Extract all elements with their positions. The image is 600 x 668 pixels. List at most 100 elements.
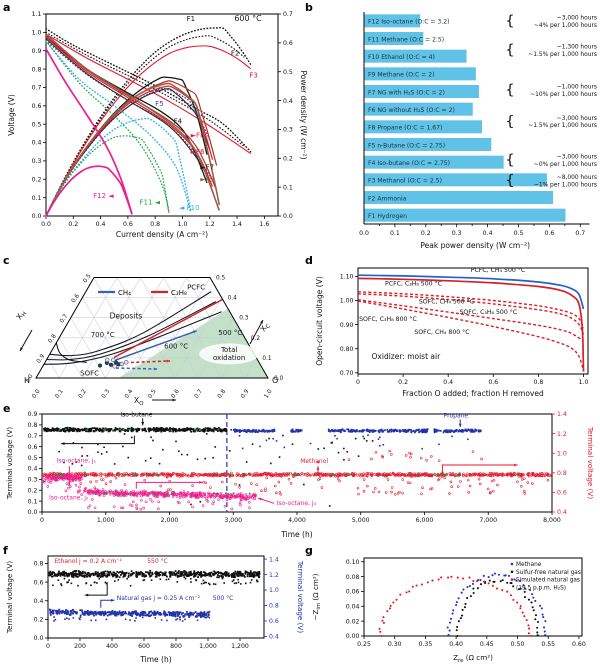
svg-text:0.02: 0.02 — [346, 618, 360, 625]
bar-annotation: { ~3,000 hours~0% per 1,000 hours — [505, 153, 597, 169]
svg-text:Voltage (V): Voltage (V) — [7, 94, 16, 136]
svg-text:0.8: 0.8 — [150, 221, 160, 228]
svg-text:1.1: 1.1 — [32, 11, 42, 18]
bar-annotation: {~8,000 hours~1% per 1,000 hours — [505, 173, 597, 189]
panel-letter-a: a — [3, 1, 11, 14]
svg-text:0.6: 0.6 — [488, 379, 498, 386]
panel-e-long-term-durability-chart: 0 1,000 2,000 3,000 4,000 5,000 6,000 7,000 8,00… — [5, 411, 595, 539]
svg-text:1.0: 1.0 — [24, 373, 34, 384]
svg-text:Oxidizer: moist air: Oxidizer: moist air — [372, 352, 442, 361]
svg-text:F1: F1 — [187, 15, 195, 23]
bar-F8: F8 Propane (O:C = 1.67) — [364, 120, 483, 134]
series-F12 — [45, 48, 133, 217]
svg-text:800: 800 — [170, 643, 182, 650]
svg-text:F2 Ammonia: F2 Ammonia — [368, 195, 407, 202]
svg-text:0.2: 0.2 — [32, 176, 42, 183]
svg-text:1,000: 1,000 — [97, 517, 115, 524]
svg-text:0.4: 0.4 — [557, 509, 567, 516]
svg-text:{: { — [505, 42, 514, 58]
svg-text:Sulfur-free natural gas: Sulfur-free natural gas — [516, 570, 581, 576]
panel-letter-e: e — [3, 402, 11, 415]
svg-text:1.6: 1.6 — [259, 221, 269, 228]
svg-text:0.8: 0.8 — [32, 66, 42, 73]
svg-text:0.1: 0.1 — [32, 195, 42, 202]
svg-text:SOFC, CH₄ 500 °C: SOFC, CH₄ 500 °C — [419, 297, 474, 305]
svg-text:~1,300 hours: ~1,300 hours — [557, 44, 597, 50]
svg-text:0.2: 0.2 — [283, 155, 293, 162]
svg-text:(19.5 p.p.m. H₂S): (19.5 p.p.m. H₂S) — [516, 585, 566, 591]
svg-text:F5 n-Butane (O:C = 2.75): F5 n-Butane (O:C = 2.75) — [368, 142, 445, 149]
svg-text:Power density (W cm⁻²): Power density (W cm⁻²) — [299, 71, 308, 160]
svg-text:SOFC, C₃H₈ 800 °C: SOFC, C₃H₈ 800 °C — [359, 315, 417, 323]
svg-text:0.7: 0.7 — [283, 11, 293, 18]
impedance-series-2 — [378, 575, 533, 638]
svg-text:0.6: 0.6 — [28, 444, 38, 451]
svg-text:0.8: 0.8 — [269, 603, 279, 610]
boundary-hook — [55, 342, 87, 363]
svg-text:400: 400 — [106, 643, 118, 650]
bar-annotation: {~3,000 hours~1.5% per 1,000 hours — [505, 114, 597, 130]
svg-text:Deposits: Deposits — [110, 312, 143, 321]
bar-F9: F9 Methane (O:C = 2) — [364, 67, 476, 81]
svg-text:0.6: 0.6 — [544, 230, 554, 237]
impedance-series-1 — [455, 579, 540, 638]
svg-text:0.6: 0.6 — [283, 40, 293, 47]
svg-text:0.45: 0.45 — [480, 641, 494, 648]
svg-text:0.0: 0.0 — [41, 221, 51, 228]
svg-text:~0% per 1,000 hours: ~0% per 1,000 hours — [534, 162, 597, 168]
svg-text:0.10: 0.10 — [346, 559, 360, 566]
svg-text:550 °C: 550 °C — [147, 558, 168, 565]
svg-text:Methanol: Methanol — [300, 458, 328, 465]
svg-text:Total: Total — [220, 346, 237, 354]
svg-text:0.1: 0.1 — [262, 356, 272, 362]
svg-text:0.6: 0.6 — [123, 221, 133, 228]
svg-text:F1 Hydrogen: F1 Hydrogen — [368, 213, 407, 220]
bar-F6: F6 NG without H₂S (O:C = 2) — [364, 102, 473, 116]
svg-text:0.7: 0.7 — [194, 388, 204, 399]
scatter-series-Propane — [230, 428, 482, 450]
svg-text:F3 Methanol (O:C = 2.5): F3 Methanol (O:C = 2.5) — [368, 178, 442, 185]
svg-text:0.0: 0.0 — [32, 213, 42, 220]
svg-text:700 °C: 700 °C — [91, 331, 115, 339]
svg-text:1.00: 1.00 — [340, 298, 354, 305]
svg-text:0.2: 0.2 — [68, 221, 78, 228]
svg-text:0.8: 0.8 — [28, 422, 38, 429]
svg-text:{: { — [505, 173, 514, 189]
svg-text:0.0: 0.0 — [274, 376, 284, 382]
svg-text:~3,000 hours: ~3,000 hours — [557, 155, 597, 161]
svg-text:600: 600 — [138, 643, 150, 650]
svg-text:0: 0 — [356, 379, 360, 386]
svg-text:0.2: 0.2 — [421, 230, 431, 237]
svg-text:0.06: 0.06 — [346, 589, 360, 596]
svg-text:0.5: 0.5 — [82, 273, 92, 284]
svg-text:F12 Iso-octane (O:C = 3.2): F12 Iso-octane (O:C = 3.2) — [368, 19, 450, 26]
svg-text:F11 ◄: F11 ◄ — [139, 199, 160, 207]
svg-text:1.0: 1.0 — [263, 388, 273, 399]
svg-text:0.3: 0.3 — [28, 477, 38, 484]
svg-text:0.90: 0.90 — [340, 322, 354, 329]
svg-text:{: { — [505, 153, 514, 169]
svg-text:~3,000 hours: ~3,000 hours — [557, 16, 597, 22]
svg-text:Iso-octane, j₃: Iso-octane, j₃ — [277, 500, 317, 507]
panel-letter-f: f — [3, 544, 8, 557]
svg-text:0.5: 0.5 — [514, 230, 524, 237]
svg-text:500 °C: 500 °C — [213, 595, 234, 602]
series-F7 — [45, 38, 211, 217]
svg-text:0.1: 0.1 — [283, 184, 293, 191]
svg-text:0.7: 0.7 — [28, 433, 38, 440]
svg-text:0.7: 0.7 — [59, 313, 69, 324]
svg-text:0.8: 0.8 — [48, 333, 58, 344]
series-SOFC, C₃H₈ 800 °C — [357, 299, 584, 342]
bar-F3: F3 Methanol (O:C = 2.5) — [364, 173, 547, 187]
svg-text:0.9: 0.9 — [240, 388, 250, 399]
scatter-series-Natural gas — [48, 608, 211, 622]
svg-text:O: O — [272, 376, 278, 385]
svg-text:3,000: 3,000 — [224, 517, 242, 524]
svg-text:1.4: 1.4 — [232, 221, 242, 228]
panel-g-impedance-nyquist-chart: 0.25 0.30 0.35 0.40 0.45 0.50 0.55 0.60 0.00 0.02… — [311, 557, 586, 664]
svg-text:1.4: 1.4 — [557, 411, 567, 418]
bar-F10: F10 Ethanol (O:C = 4) — [364, 49, 467, 63]
svg-text:1.2: 1.2 — [557, 431, 567, 438]
